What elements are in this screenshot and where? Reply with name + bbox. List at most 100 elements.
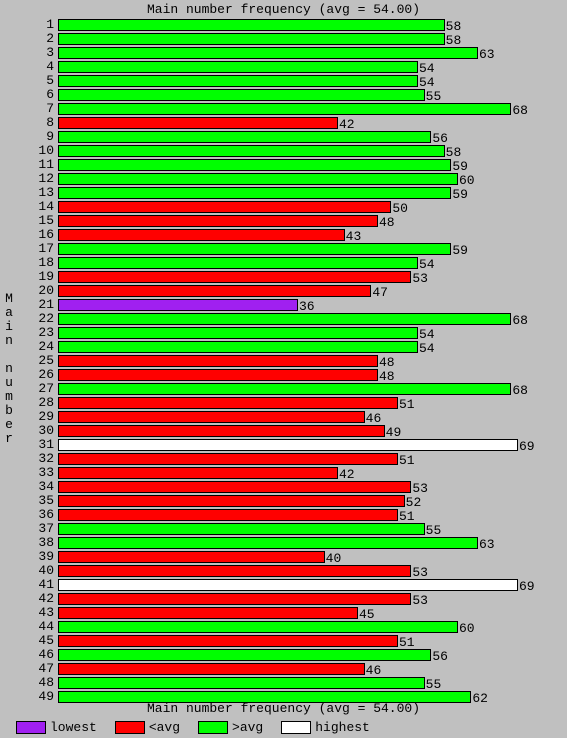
bar-row: 363 <box>58 46 548 59</box>
bar-row: 1260 <box>58 172 548 185</box>
bar-number-label: 2 <box>46 31 58 46</box>
bar-number-label: 16 <box>38 227 58 242</box>
bar: 53 <box>58 271 411 283</box>
bar-row: 4746 <box>58 662 548 675</box>
bar: 51 <box>58 635 398 647</box>
bar: 42 <box>58 117 338 129</box>
bar-row: 3342 <box>58 466 548 479</box>
bar-number-label: 25 <box>38 353 58 368</box>
bar-row: 3651 <box>58 508 548 521</box>
legend-label: >avg <box>232 720 263 735</box>
bar: 58 <box>58 19 445 31</box>
bar: 47 <box>58 285 371 297</box>
bar-row: 2454 <box>58 340 548 353</box>
bar-number-label: 34 <box>38 479 58 494</box>
bar-row: 4460 <box>58 620 548 633</box>
chart-container: Main number frequency (avg = 54.00) Main… <box>0 0 567 738</box>
bar-number-label: 30 <box>38 423 58 438</box>
bar-row: 2047 <box>58 284 548 297</box>
bar-row: 3940 <box>58 550 548 563</box>
bar: 55 <box>58 523 425 535</box>
bar-row: 3453 <box>58 480 548 493</box>
bar: 36 <box>58 299 298 311</box>
legend-item: lowest <box>16 720 97 735</box>
bar: 58 <box>58 33 445 45</box>
legend-label: <avg <box>149 720 180 735</box>
bar-number-label: 38 <box>38 535 58 550</box>
bar: 63 <box>58 47 478 59</box>
bar-row: 1643 <box>58 228 548 241</box>
bar-number-label: 4 <box>46 59 58 74</box>
bar-number-label: 26 <box>38 367 58 382</box>
bar-number-label: 8 <box>46 115 58 130</box>
bar-row: 3169 <box>58 438 548 451</box>
bars-area: 1582583634545546557688429561058115912601… <box>58 18 548 698</box>
bar-row: 1759 <box>58 242 548 255</box>
bar: 51 <box>58 509 398 521</box>
bar-row: 3049 <box>58 424 548 437</box>
bar-number-label: 29 <box>38 409 58 424</box>
bar: 48 <box>58 369 378 381</box>
bar-row: 258 <box>58 32 548 45</box>
bar-number-label: 14 <box>38 199 58 214</box>
bar-row: 1058 <box>58 144 548 157</box>
bar-number-label: 12 <box>38 171 58 186</box>
bar-number-label: 33 <box>38 465 58 480</box>
chart-bottom-title: Main number frequency (avg = 54.00) <box>0 701 567 716</box>
legend-swatch <box>198 721 228 734</box>
bar-number-label: 42 <box>38 591 58 606</box>
bar-row: 2268 <box>58 312 548 325</box>
bar: 68 <box>58 383 511 395</box>
bar-number-label: 6 <box>46 87 58 102</box>
bar-number-label: 18 <box>38 255 58 270</box>
bar-number-label: 39 <box>38 549 58 564</box>
legend-label: lowest <box>50 720 97 735</box>
bar-row: 4253 <box>58 592 548 605</box>
bar-number-label: 21 <box>38 297 58 312</box>
bar-row: 4656 <box>58 648 548 661</box>
bar: 68 <box>58 103 511 115</box>
bar-row: 4169 <box>58 578 548 591</box>
bar-number-label: 46 <box>38 647 58 662</box>
bar: 45 <box>58 607 358 619</box>
bar-number-label: 1 <box>46 17 58 32</box>
bar: 46 <box>58 663 365 675</box>
bar: 58 <box>58 145 445 157</box>
bar-row: 1450 <box>58 200 548 213</box>
bar: 53 <box>58 593 411 605</box>
bar-number-label: 37 <box>38 521 58 536</box>
bar-number-label: 40 <box>38 563 58 578</box>
bar: 54 <box>58 341 418 353</box>
bar: 59 <box>58 187 451 199</box>
bar-number-label: 11 <box>38 157 58 172</box>
bar-number-label: 13 <box>38 185 58 200</box>
bar: 55 <box>58 89 425 101</box>
bar-number-label: 19 <box>38 269 58 284</box>
bar-row: 1854 <box>58 256 548 269</box>
bar: 54 <box>58 257 418 269</box>
bar-number-label: 9 <box>46 129 58 144</box>
bar-row: 2136 <box>58 298 548 311</box>
bar: 59 <box>58 159 451 171</box>
bar-row: 554 <box>58 74 548 87</box>
bar-row: 4855 <box>58 676 548 689</box>
bar: 60 <box>58 621 458 633</box>
bar: 40 <box>58 551 325 563</box>
legend-swatch <box>16 721 46 734</box>
bar-row: 2648 <box>58 368 548 381</box>
bar-row: 1359 <box>58 186 548 199</box>
bar-row: 3863 <box>58 536 548 549</box>
bar: 54 <box>58 61 418 73</box>
bar: 60 <box>58 173 458 185</box>
legend-item: <avg <box>115 720 180 735</box>
bar-row: 2851 <box>58 396 548 409</box>
bar: 59 <box>58 243 451 255</box>
bar-number-label: 24 <box>38 339 58 354</box>
bar: 56 <box>58 131 431 143</box>
bar-number-label: 23 <box>38 325 58 340</box>
bar: 69 <box>58 579 518 591</box>
bar-row: 2548 <box>58 354 548 367</box>
bar: 51 <box>58 397 398 409</box>
bar-row: 158 <box>58 18 548 31</box>
bar: 68 <box>58 313 511 325</box>
